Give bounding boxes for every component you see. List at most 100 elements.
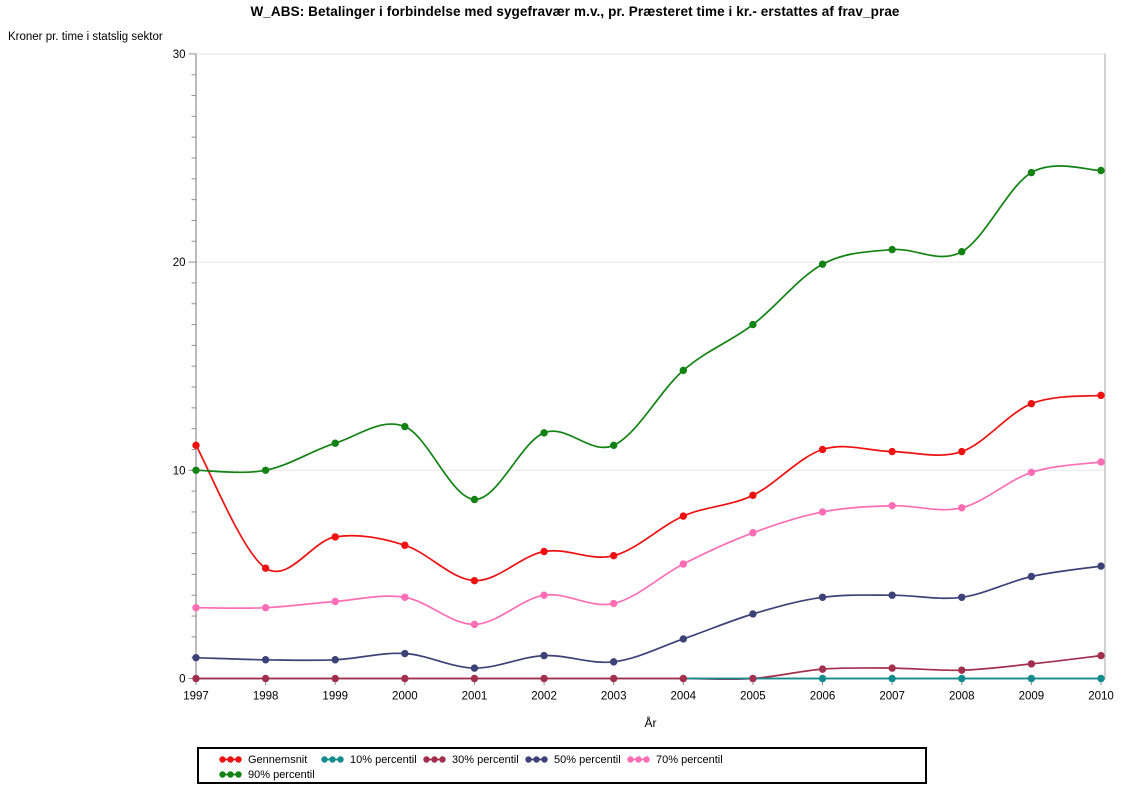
series-marker-50-percentil <box>609 658 618 666</box>
series-marker-50-percentil <box>470 664 479 672</box>
series-marker-70-percentil <box>818 508 827 516</box>
series-marker-50-percentil <box>261 656 270 664</box>
chart-title: W_ABS: Betalinger i forbindelse med syge… <box>250 4 900 19</box>
x-tick-label: 2010 <box>1088 691 1114 703</box>
series-marker-gennemsnit <box>261 564 270 572</box>
x-tick-label: 2003 <box>601 691 627 703</box>
legend-item: 90% percentil <box>219 767 321 782</box>
y-tick-label: 0 <box>179 674 185 686</box>
series-marker-70-percentil <box>331 597 339 606</box>
series-marker-gennemsnit <box>609 551 618 560</box>
series-marker-gennemsnit <box>888 447 896 456</box>
series-marker-gennemsnit <box>540 547 548 556</box>
series-marker-30-percentil <box>331 674 339 683</box>
legend-series-marker-icon <box>627 756 650 763</box>
y-tick-label: 30 <box>173 49 186 61</box>
series-marker-10-percentil <box>888 674 896 683</box>
legend-label: 10% percentil <box>350 753 417 766</box>
series-marker-90-percentil <box>540 429 548 437</box>
series-marker-50-percentil <box>818 593 827 602</box>
legend-label: 70% percentil <box>656 753 723 766</box>
legend-series-marker-icon <box>423 756 446 763</box>
series-marker-30-percentil <box>192 674 200 683</box>
series-marker-30-percentil <box>749 674 757 683</box>
series-marker-70-percentil <box>1027 468 1036 477</box>
series-marker-50-percentil <box>540 651 548 660</box>
series-marker-70-percentil <box>540 591 548 599</box>
series-marker-50-percentil <box>958 593 966 602</box>
x-tick-label: 1998 <box>253 691 279 703</box>
series-marker-30-percentil <box>818 665 827 673</box>
legend-series-marker-icon <box>525 756 548 763</box>
series-marker-90-percentil <box>470 495 479 504</box>
legend-label: Gennemsnit <box>248 753 308 766</box>
series-marker-gennemsnit <box>331 533 339 541</box>
x-tick-label: 2007 <box>879 691 905 703</box>
series-marker-50-percentil <box>192 653 200 662</box>
legend-label: 50% percentil <box>554 753 621 766</box>
series-marker-90-percentil <box>609 441 618 450</box>
series-marker-50-percentil <box>331 656 339 664</box>
series-marker-70-percentil <box>261 604 270 612</box>
legend-item: 30% percentil <box>423 752 525 767</box>
series-marker-70-percentil <box>679 560 688 568</box>
series-marker-90-percentil <box>1097 166 1105 175</box>
series-marker-90-percentil <box>261 466 270 474</box>
series-marker-10-percentil <box>1027 674 1036 683</box>
series-marker-30-percentil <box>609 674 618 683</box>
series-marker-30-percentil <box>1027 660 1036 668</box>
series-marker-gennemsnit <box>470 576 479 585</box>
x-axis-title: År <box>644 716 657 730</box>
legend-item: 70% percentil <box>627 752 729 767</box>
series-marker-gennemsnit <box>818 445 827 454</box>
series-marker-70-percentil <box>609 599 618 608</box>
series-line-30-percentil <box>195 654 1102 681</box>
legend-series-marker-icon <box>219 756 242 763</box>
series-marker-gennemsnit <box>192 441 200 450</box>
series-marker-10-percentil <box>958 674 966 683</box>
series-marker-10-percentil <box>818 674 827 683</box>
y-axis-unit-label: Kroner pr. time i statslig sektor <box>8 31 163 43</box>
legend-item: 50% percentil <box>525 752 627 767</box>
series-marker-gennemsnit <box>1097 391 1105 400</box>
x-tick-label: 1999 <box>322 691 348 703</box>
series-marker-30-percentil <box>261 674 270 683</box>
x-tick-label: 2002 <box>531 691 557 703</box>
legend-item: Gennemsnit <box>219 752 321 767</box>
x-tick-label: 1997 <box>183 691 209 703</box>
series-marker-70-percentil <box>888 501 896 510</box>
x-tick-label: 2008 <box>949 691 975 703</box>
series-marker-50-percentil <box>1097 562 1105 570</box>
series-marker-50-percentil <box>1027 572 1036 581</box>
series-marker-70-percentil <box>958 504 966 512</box>
legend-label: 30% percentil <box>452 753 519 766</box>
x-tick-label: 2009 <box>1019 691 1045 703</box>
series-marker-90-percentil <box>331 439 339 447</box>
series-marker-90-percentil <box>1027 168 1036 177</box>
x-tick-label: 2001 <box>462 691 488 703</box>
series-marker-gennemsnit <box>958 447 966 456</box>
x-tick-label: 2004 <box>671 691 697 703</box>
series-marker-30-percentil <box>470 674 479 683</box>
y-tick-label: 20 <box>173 257 186 269</box>
legend-label: 90% percentil <box>248 768 315 781</box>
y-tick-label: 10 <box>173 465 186 477</box>
series-marker-gennemsnit <box>401 541 409 549</box>
series-marker-50-percentil <box>749 610 757 618</box>
x-tick-label: 2000 <box>392 691 418 703</box>
series-marker-50-percentil <box>679 635 688 643</box>
series-marker-30-percentil <box>888 664 896 672</box>
legend: Gennemsnit 10% percentil 30% percentil 50% … <box>197 747 927 784</box>
legend-series-marker-icon <box>219 771 242 778</box>
series-marker-50-percentil <box>888 591 896 599</box>
series-marker-50-percentil <box>401 649 409 658</box>
series-line-70-percentil <box>195 461 1102 626</box>
series-marker-30-percentil <box>1097 651 1105 660</box>
series-marker-gennemsnit <box>679 512 688 520</box>
series-line-50-percentil <box>195 565 1102 669</box>
series-marker-70-percentil <box>1097 458 1105 466</box>
x-tick-label: 2006 <box>810 691 836 703</box>
series-marker-90-percentil <box>958 247 966 256</box>
series-line-gennemsnit <box>195 394 1102 582</box>
